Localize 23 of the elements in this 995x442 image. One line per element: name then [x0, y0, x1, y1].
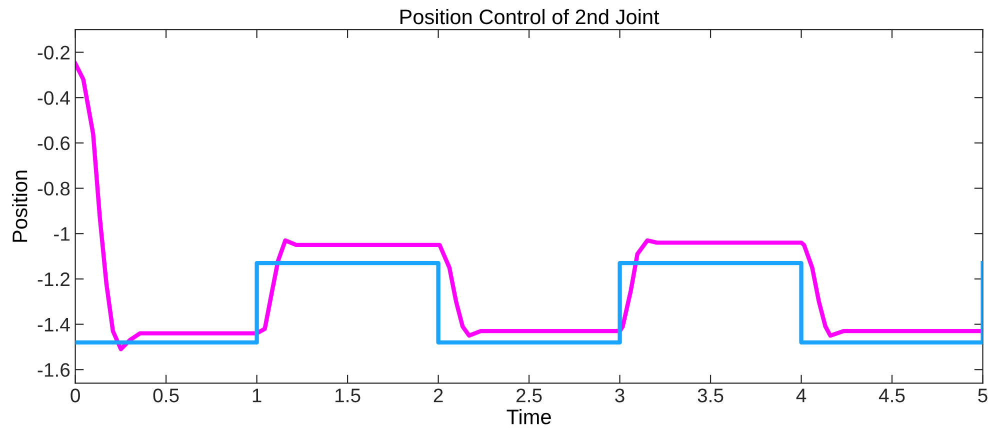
x-tick-label: 2 — [434, 388, 443, 402]
y-tick-label: -1.6 — [38, 363, 70, 377]
x-tick-label: 3 — [615, 388, 624, 402]
chart-title: Position Control of 2nd Joint — [400, 8, 660, 24]
y-tick-label: -0.2 — [38, 46, 70, 60]
x-tick-label: 2.5 — [516, 388, 542, 402]
y-tick-label: -1.2 — [38, 272, 70, 286]
line-series — [75, 62, 983, 352]
x-tick-label: 4 — [796, 388, 806, 402]
x-tick-label: 1.5 — [336, 388, 360, 402]
x-tick-label: 5 — [978, 388, 988, 402]
y-tick-label: -1.4 — [38, 318, 70, 332]
y-tick-label: -0.4 — [38, 91, 70, 105]
x-tick-label: 0.5 — [153, 388, 179, 402]
y-tick-label: -0.6 — [38, 136, 70, 150]
x-tick-label: 3.5 — [698, 388, 724, 402]
x-axis-title: Time — [506, 408, 551, 424]
y-axis-title: Position — [12, 170, 28, 242]
y-tick-label: -1 — [54, 227, 70, 241]
x-tick-label: 0 — [70, 388, 80, 402]
x-tick-label: 1 — [252, 388, 262, 402]
y-tick-label: -0.8 — [38, 182, 70, 196]
x-tick-label: 4.5 — [878, 388, 905, 402]
